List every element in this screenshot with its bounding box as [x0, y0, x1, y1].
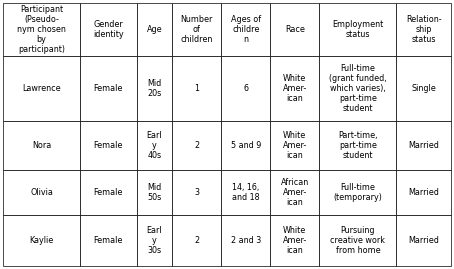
Bar	[222, 169, 270, 215]
Text: Race: Race	[285, 25, 305, 34]
Text: Nora: Nora	[32, 141, 51, 150]
Text: Married: Married	[408, 236, 439, 245]
Bar	[173, 3, 222, 56]
Text: 2: 2	[194, 141, 199, 150]
Bar	[137, 215, 173, 266]
Bar	[137, 121, 173, 169]
Bar	[137, 169, 173, 215]
Bar	[80, 121, 137, 169]
Text: White
Amer-
ican: White Amer- ican	[283, 131, 307, 160]
Text: Female: Female	[94, 141, 123, 150]
Bar	[3, 56, 80, 121]
Text: 14, 16,
and 18: 14, 16, and 18	[232, 183, 260, 202]
Text: Earl
y
40s: Earl y 40s	[147, 131, 163, 160]
Text: Relation-
ship
status: Relation- ship status	[406, 15, 442, 44]
Text: Married: Married	[408, 141, 439, 150]
Text: Ages of
childre
n: Ages of childre n	[231, 15, 261, 44]
Bar	[270, 3, 319, 56]
Bar	[396, 121, 451, 169]
Text: Part-time,
part-time
student: Part-time, part-time student	[338, 131, 378, 160]
Text: 6: 6	[243, 84, 248, 93]
Bar	[319, 56, 396, 121]
Bar	[137, 3, 173, 56]
Bar	[173, 169, 222, 215]
Text: Gender
identity: Gender identity	[93, 20, 124, 39]
Text: Single: Single	[411, 84, 436, 93]
Text: Employment
status: Employment status	[332, 20, 384, 39]
Text: Female: Female	[94, 236, 123, 245]
Bar	[222, 215, 270, 266]
Bar	[319, 169, 396, 215]
Text: Full-time
(grant funded,
which varies),
part-time
student: Full-time (grant funded, which varies), …	[329, 64, 387, 113]
Bar	[396, 3, 451, 56]
Text: African
Amer-
ican: African Amer- ican	[281, 178, 309, 207]
Bar	[270, 169, 319, 215]
Bar	[3, 215, 80, 266]
Text: 5 and 9: 5 and 9	[231, 141, 261, 150]
Bar	[137, 56, 173, 121]
Text: Lawrence: Lawrence	[22, 84, 61, 93]
Bar	[173, 215, 222, 266]
Bar	[396, 169, 451, 215]
Text: Female: Female	[94, 84, 123, 93]
Bar	[80, 56, 137, 121]
Bar	[396, 56, 451, 121]
Bar	[270, 215, 319, 266]
Text: Mid
20s: Mid 20s	[148, 79, 162, 98]
Bar	[222, 3, 270, 56]
Text: 2 and 3: 2 and 3	[231, 236, 261, 245]
Bar	[3, 3, 80, 56]
Text: White
Amer-
ican: White Amer- ican	[283, 74, 307, 103]
Text: Mid
50s: Mid 50s	[148, 183, 162, 202]
Bar	[319, 215, 396, 266]
Bar	[3, 121, 80, 169]
Bar	[270, 121, 319, 169]
Text: 3: 3	[194, 188, 199, 197]
Text: 1: 1	[194, 84, 199, 93]
Bar	[173, 56, 222, 121]
Text: Age: Age	[147, 25, 163, 34]
Bar	[222, 56, 270, 121]
Bar	[319, 121, 396, 169]
Bar	[222, 121, 270, 169]
Text: 2: 2	[194, 236, 199, 245]
Text: Number
of
children: Number of children	[181, 15, 213, 44]
Text: Pursuing
creative work
from home: Pursuing creative work from home	[331, 226, 385, 255]
Bar	[396, 215, 451, 266]
Bar	[80, 169, 137, 215]
Text: Kaylie: Kaylie	[30, 236, 54, 245]
Text: Participant
(Pseudo-
nym chosen
by
participant): Participant (Pseudo- nym chosen by parti…	[17, 5, 66, 54]
Bar	[270, 56, 319, 121]
Text: Female: Female	[94, 188, 123, 197]
Bar	[80, 215, 137, 266]
Text: White
Amer-
ican: White Amer- ican	[283, 226, 307, 255]
Bar	[173, 121, 222, 169]
Bar	[319, 3, 396, 56]
Text: Married: Married	[408, 188, 439, 197]
Text: Earl
y
30s: Earl y 30s	[147, 226, 163, 255]
Text: Full-time
(temporary): Full-time (temporary)	[333, 183, 382, 202]
Text: Olivia: Olivia	[30, 188, 53, 197]
Bar	[80, 3, 137, 56]
Bar	[3, 169, 80, 215]
